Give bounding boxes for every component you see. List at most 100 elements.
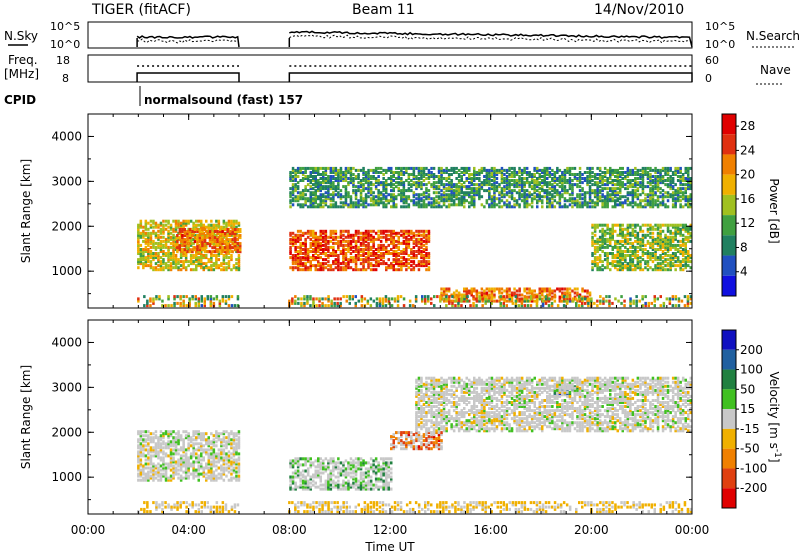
data-cell [152,254,155,257]
data-cell [410,185,413,189]
data-cell [349,199,353,203]
data-cell [382,168,385,172]
data-cell [596,258,599,262]
data-cell [178,238,182,242]
data-cell [420,245,423,249]
data-cell [417,252,421,255]
data-cell [611,189,614,193]
data-cell [551,291,554,295]
data-cell [669,260,672,264]
data-cell [349,239,353,243]
data-cell [215,254,218,257]
freq-line [136,72,240,82]
data-cell [405,195,408,199]
data-cell [181,240,184,244]
data-cell [417,181,421,185]
data-cell [475,173,479,176]
data-cell [342,250,345,253]
data-cell [392,229,395,233]
ground-scatter-cell [629,301,632,305]
data-cell [601,231,604,235]
data-cell [327,268,330,272]
data-cell [558,195,562,199]
data-cell [606,252,609,255]
data-cell [684,250,687,253]
ground-scatter-cell [445,297,448,301]
data-cell [218,246,222,250]
data-cell [573,166,577,170]
ground-scatter-cell [599,301,602,305]
data-cell [312,203,315,207]
data-cell [352,177,355,180]
data-cell [563,203,567,207]
data-cell [465,289,468,293]
data-cell [301,191,305,195]
data-cell [588,177,592,180]
data-cell [598,185,602,189]
data-cell [362,264,365,268]
data-cell [571,191,574,195]
ground-scatter-cell [333,304,336,308]
data-cell [402,171,406,174]
data-cell [530,291,534,295]
data-cell [422,179,426,182]
data-cell [218,242,222,246]
ground-scatter-cell [303,304,306,308]
data-cell [636,254,640,257]
data-cell [217,248,221,251]
data-cell [193,248,197,252]
data-cell [634,171,637,174]
data-cell [402,195,406,199]
data-cell [184,221,188,225]
data-cell [317,187,320,191]
data-cell [634,183,637,187]
data-cell [392,245,395,249]
ground-scatter-cell [526,299,530,303]
data-cell [546,195,549,199]
data-cell [455,191,458,195]
data-cell [184,256,188,260]
data-cell [578,193,582,197]
data-cell [372,268,375,272]
data-cell [659,168,662,172]
data-cell [294,168,297,172]
data-cell [289,193,292,197]
data-cell [387,201,390,205]
data-cell [385,171,388,174]
data-cell [598,189,602,193]
ground-scatter-cell [200,299,203,303]
data-cell [460,166,463,170]
data-cell [687,185,690,189]
data-cell [553,189,557,193]
data-cell [327,205,330,209]
ground-scatter-cell [662,304,666,308]
data-cell [480,291,484,295]
data-cell [629,256,632,260]
data-cell [525,179,529,182]
ground-scatter-cell [578,297,581,301]
data-cell [500,193,504,197]
data-cell [528,203,531,207]
data-cell [679,203,682,207]
data-cell [420,239,423,243]
ground-scatter-cell [209,301,213,305]
data-cell [513,175,516,178]
data-cell [400,252,403,255]
data-cell [634,239,637,243]
data-cell [137,252,140,255]
data-cell [205,219,208,223]
data-cell [154,245,158,249]
data-cell [354,201,358,205]
data-cell [337,168,340,172]
data-cell [596,187,599,191]
data-cell [149,266,153,270]
data-cell [329,168,333,172]
data-cell [339,239,343,243]
data-cell [553,293,557,297]
data-cell [669,168,672,172]
data-cell [609,239,612,243]
data-cell [374,237,378,241]
data-cell [520,185,524,189]
data-cell [636,223,640,227]
data-cell [193,240,197,244]
